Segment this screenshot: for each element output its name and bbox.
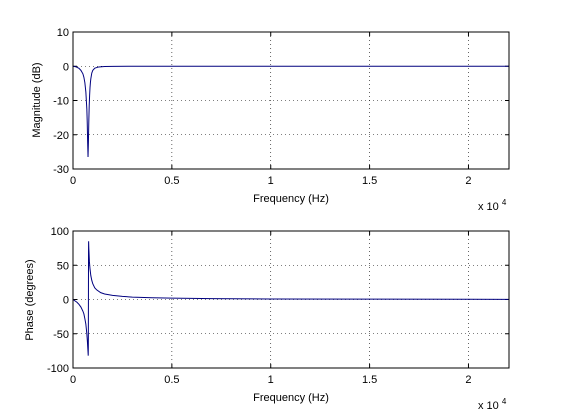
magnitude-y-tick-label: -20 — [53, 130, 69, 142]
magnitude-axes-frame — [72, 31, 510, 170]
magnitude-y-tick-label: 0 — [63, 61, 69, 73]
phase-x-tick-label: 0.5 — [164, 374, 179, 386]
phase-x-tick-label: 1.5 — [362, 374, 377, 386]
magnitude-series-line — [72, 65, 509, 158]
magnitude-x-multiplier: x 10 4 — [478, 198, 507, 213]
phase-y-axis-label: Phase (degrees) — [24, 259, 36, 340]
magnitude-x-tick-label: 0.5 — [164, 175, 179, 187]
phase-axes-frame — [72, 230, 510, 369]
phase-plot: 0 0.5 1 1.5 2 -100 -50 0 50 100 Frequency (Hz) P… — [24, 226, 510, 412]
magnitude-plot: 0 0.5 1 1.5 2 -30 -20 -10 0 10 Frequency (Hz) Ma… — [31, 27, 510, 213]
magnitude-plot-area — [73, 32, 509, 169]
phase-series-line — [72, 241, 510, 356]
magnitude-x-multiplier-exponent: 4 — [502, 198, 507, 207]
magnitude-x-multiplier-base: x 10 — [478, 201, 499, 213]
magnitude-y-tick-label: 10 — [57, 27, 69, 39]
magnitude-y-axis-label: Magnitude (dB) — [31, 62, 43, 137]
magnitude-x-tick-label: 0 — [70, 175, 76, 187]
phase-y-tick-label: 100 — [51, 226, 69, 238]
phase-x-tick-label: 1 — [268, 374, 274, 386]
magnitude-y-tick-label: -30 — [53, 164, 69, 176]
phase-x-ticks: 0 0.5 1 1.5 2 — [70, 231, 472, 386]
magnitude-x-axis-label: Frequency (Hz) — [253, 193, 329, 205]
magnitude-y-tick-label: -10 — [53, 96, 69, 108]
phase-x-multiplier-base: x 10 — [478, 400, 499, 412]
phase-x-multiplier: x 10 4 — [478, 397, 507, 412]
phase-y-tick-label: 0 — [63, 295, 69, 307]
phase-x-multiplier-exponent: 4 — [502, 397, 507, 406]
magnitude-x-tick-label: 2 — [465, 175, 471, 187]
magnitude-x-ticks: 0 0.5 1 1.5 2 — [70, 32, 472, 187]
phase-x-tick-label: 2 — [465, 374, 471, 386]
magnitude-x-tick-label: 1 — [268, 175, 274, 187]
phase-y-tick-label: -50 — [53, 329, 69, 341]
phase-x-tick-label: 0 — [70, 374, 76, 386]
magnitude-x-tick-label: 1.5 — [362, 175, 377, 187]
phase-y-tick-label: -100 — [47, 363, 69, 375]
phase-y-tick-label: 50 — [57, 260, 69, 272]
phase-x-axis-label: Frequency (Hz) — [253, 392, 329, 404]
